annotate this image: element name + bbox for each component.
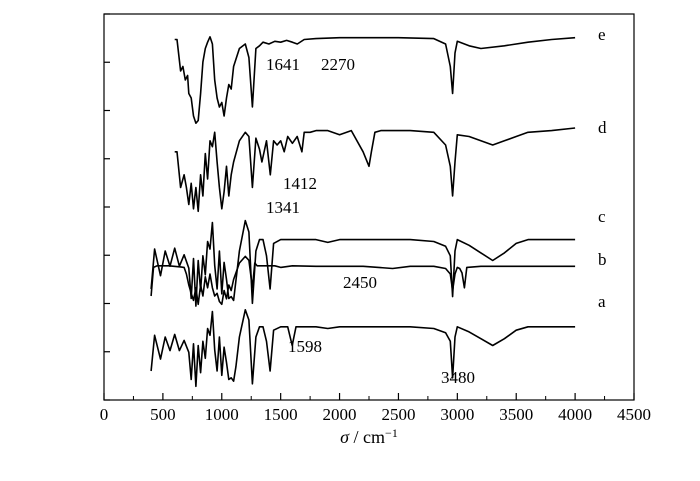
x-tick-label: 1500 — [264, 405, 298, 424]
x-tick-label: 3000 — [440, 405, 474, 424]
x-axis-unit: / cm — [349, 427, 385, 447]
peak-label-1341: 1341 — [266, 198, 300, 217]
spectrum-line-c — [150, 219, 576, 307]
peak-label-3480: 3480 — [441, 368, 475, 387]
peak-label-1641: 1641 — [266, 55, 300, 74]
curve-label-a: a — [598, 292, 606, 311]
spectrum-line-a — [150, 309, 576, 388]
x-tick-label: 4500 — [617, 405, 651, 424]
peak-label-1412: 1412 — [283, 174, 317, 193]
curve-label-b: b — [598, 250, 607, 269]
x-tick-label: 0 — [100, 405, 109, 424]
spectrum-line-d — [174, 127, 576, 213]
spectra-layer — [150, 36, 576, 388]
x-tick-label: 2500 — [381, 405, 415, 424]
x-axis-title: σ / cm−1 — [340, 426, 398, 447]
peak-labels: 2270 1641 1412 1341 2450 1598 3480 — [266, 55, 475, 387]
x-axis-symbol: σ — [340, 427, 350, 447]
peak-label-2450: 2450 — [343, 273, 377, 292]
x-tick-label: 3500 — [499, 405, 533, 424]
x-axis-unit-exponent: −1 — [385, 426, 398, 440]
spectrum-line-e — [174, 36, 576, 124]
curve-label-c: c — [598, 207, 606, 226]
peak-label-2270: 2270 — [321, 55, 355, 74]
x-tick-label: 500 — [150, 405, 176, 424]
x-tick-label: 2000 — [323, 405, 357, 424]
x-tick-label: 4000 — [558, 405, 592, 424]
curve-label-d: d — [598, 118, 607, 137]
peak-label-1598: 1598 — [288, 337, 322, 356]
x-tick-label: 1000 — [205, 405, 239, 424]
x-axis-ticks: 0 500 1000 1500 2000 2500 3000 3500 4000 4500 — [100, 393, 651, 424]
curve-label-e: e — [598, 25, 606, 44]
y-axis-ticks — [104, 13, 110, 401]
curve-labels: a b c d e — [598, 25, 607, 311]
